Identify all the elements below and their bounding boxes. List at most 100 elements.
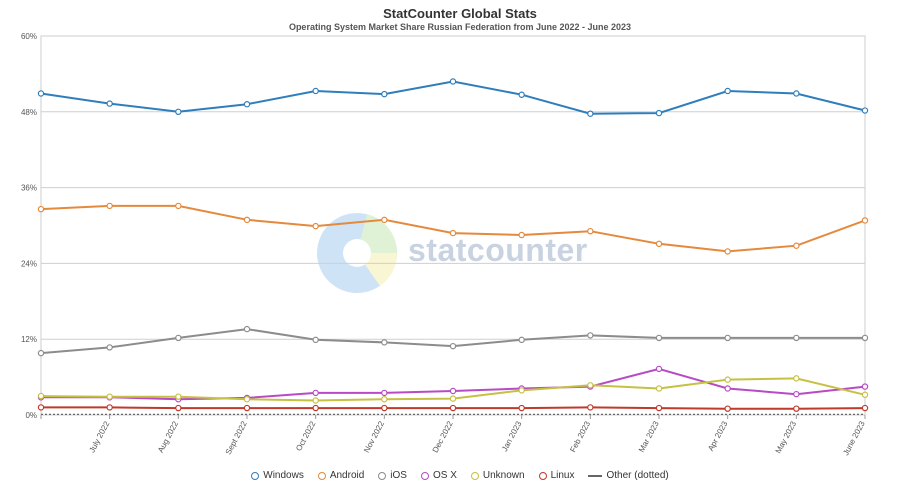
legend-item-windows: Windows (251, 470, 304, 481)
data-point-ios (518, 336, 525, 344)
data-point-android (381, 216, 388, 224)
data-point-android (37, 205, 45, 213)
y-tick-label: 24% (21, 259, 37, 268)
data-point-android (724, 248, 731, 255)
legend-item-android: Android (317, 470, 365, 481)
data-point-linux (587, 404, 594, 411)
data-point-unknown (861, 391, 869, 398)
data-point-ios (587, 332, 594, 339)
series-line-windows (40, 80, 866, 115)
data-point-android (587, 227, 594, 235)
data-point-ios (655, 334, 663, 342)
data-point-os-x (312, 389, 319, 397)
data-point-android (449, 229, 457, 237)
data-point-windows (312, 87, 319, 95)
legend-marker-icon (251, 471, 260, 480)
chart-legend: Windows Android iOS OS X Unknown Linux Other (… (0, 470, 920, 481)
data-point-android (861, 217, 869, 224)
data-point-os-x (655, 365, 663, 373)
legend-item-unknown: Unknown (470, 470, 525, 481)
data-point-android (655, 240, 663, 248)
data-point-windows (793, 90, 800, 97)
data-point-windows (243, 101, 251, 108)
data-point-ios (243, 325, 251, 333)
legend-item-os-x: OS X (420, 470, 457, 481)
data-point-linux (243, 404, 251, 412)
plot-frame (40, 35, 866, 416)
x-tick-label: Sept 2022 (224, 419, 249, 456)
data-point-linux (449, 404, 457, 412)
data-point-linux (106, 404, 113, 411)
legend-item-ios: iOS (378, 470, 407, 481)
data-point-ios (449, 342, 457, 350)
legend-marker-icon (538, 471, 547, 480)
legend-marker-icon (420, 471, 429, 480)
data-point-linux (37, 404, 45, 411)
y-tick-label: 0% (25, 411, 37, 420)
legend-label: Android (329, 470, 365, 481)
chart-subtitle: Operating System Market Share Russian Fe… (288, 22, 632, 32)
data-point-unknown (518, 387, 525, 394)
legend-label: Linux (550, 470, 575, 481)
data-point-linux (793, 405, 800, 412)
data-point-ios (724, 334, 731, 342)
data-point-unknown (724, 376, 731, 383)
data-point-unknown (37, 392, 45, 400)
data-point-android (243, 216, 251, 224)
data-point-unknown (655, 385, 663, 392)
y-tick-label: 48% (21, 108, 37, 117)
data-point-windows (861, 107, 869, 114)
data-point-os-x (861, 383, 869, 390)
data-point-windows (724, 87, 731, 95)
data-point-ios (175, 334, 182, 342)
legend-label: OS X (432, 470, 457, 481)
data-point-android (312, 222, 319, 230)
data-point-unknown (449, 395, 457, 402)
legend-label: Windows (263, 470, 304, 481)
data-point-ios (37, 349, 45, 357)
data-point-linux (724, 405, 731, 412)
x-tick-label: Feb 2023 (568, 419, 592, 454)
data-point-os-x (793, 390, 800, 398)
legend-item-other-dotted: Other (dotted) (588, 470, 669, 481)
x-tick-label: May 2023 (774, 419, 799, 455)
series-line-ios (40, 328, 865, 355)
data-point-unknown (587, 382, 594, 389)
data-point-unknown (381, 396, 388, 403)
data-point-windows (175, 108, 182, 116)
legend-label: Unknown (482, 470, 525, 481)
x-tick-label: Jan 2023 (500, 419, 524, 453)
data-point-linux (518, 404, 525, 412)
data-point-windows (106, 100, 113, 107)
data-point-linux (312, 404, 319, 412)
x-tick-label: July 2022 (87, 419, 111, 454)
data-point-unknown (312, 397, 319, 404)
data-point-linux (175, 404, 182, 412)
statcounter-logo-icon (317, 213, 398, 293)
data-point-os-x (381, 389, 388, 397)
legend-line-icon (588, 474, 603, 477)
data-point-ios (106, 344, 113, 351)
data-point-linux (861, 404, 869, 412)
data-point-linux (655, 404, 663, 412)
legend-marker-icon (470, 471, 479, 480)
data-point-unknown (243, 396, 251, 403)
y-tick-label: 12% (21, 335, 37, 344)
y-tick-label: 36% (21, 184, 37, 193)
data-point-unknown (175, 393, 182, 400)
legend-marker-icon (317, 471, 326, 480)
x-tick-label: Oct 2022 (294, 419, 317, 452)
data-point-os-x (724, 385, 731, 392)
data-point-windows (37, 90, 45, 97)
data-point-ios (381, 339, 388, 346)
x-tick-label: Mar 2023 (637, 419, 661, 454)
y-tick-label: 60% (21, 32, 37, 41)
x-tick-label: June 2023 (841, 419, 867, 457)
data-point-os-x (449, 387, 457, 395)
chart-title: StatCounter Global Stats (383, 6, 537, 21)
series-line-os-x (41, 367, 866, 401)
legend-marker-icon (378, 471, 387, 480)
legend-item-linux: Linux (538, 470, 575, 481)
legend-label: Other (dotted) (606, 470, 669, 481)
